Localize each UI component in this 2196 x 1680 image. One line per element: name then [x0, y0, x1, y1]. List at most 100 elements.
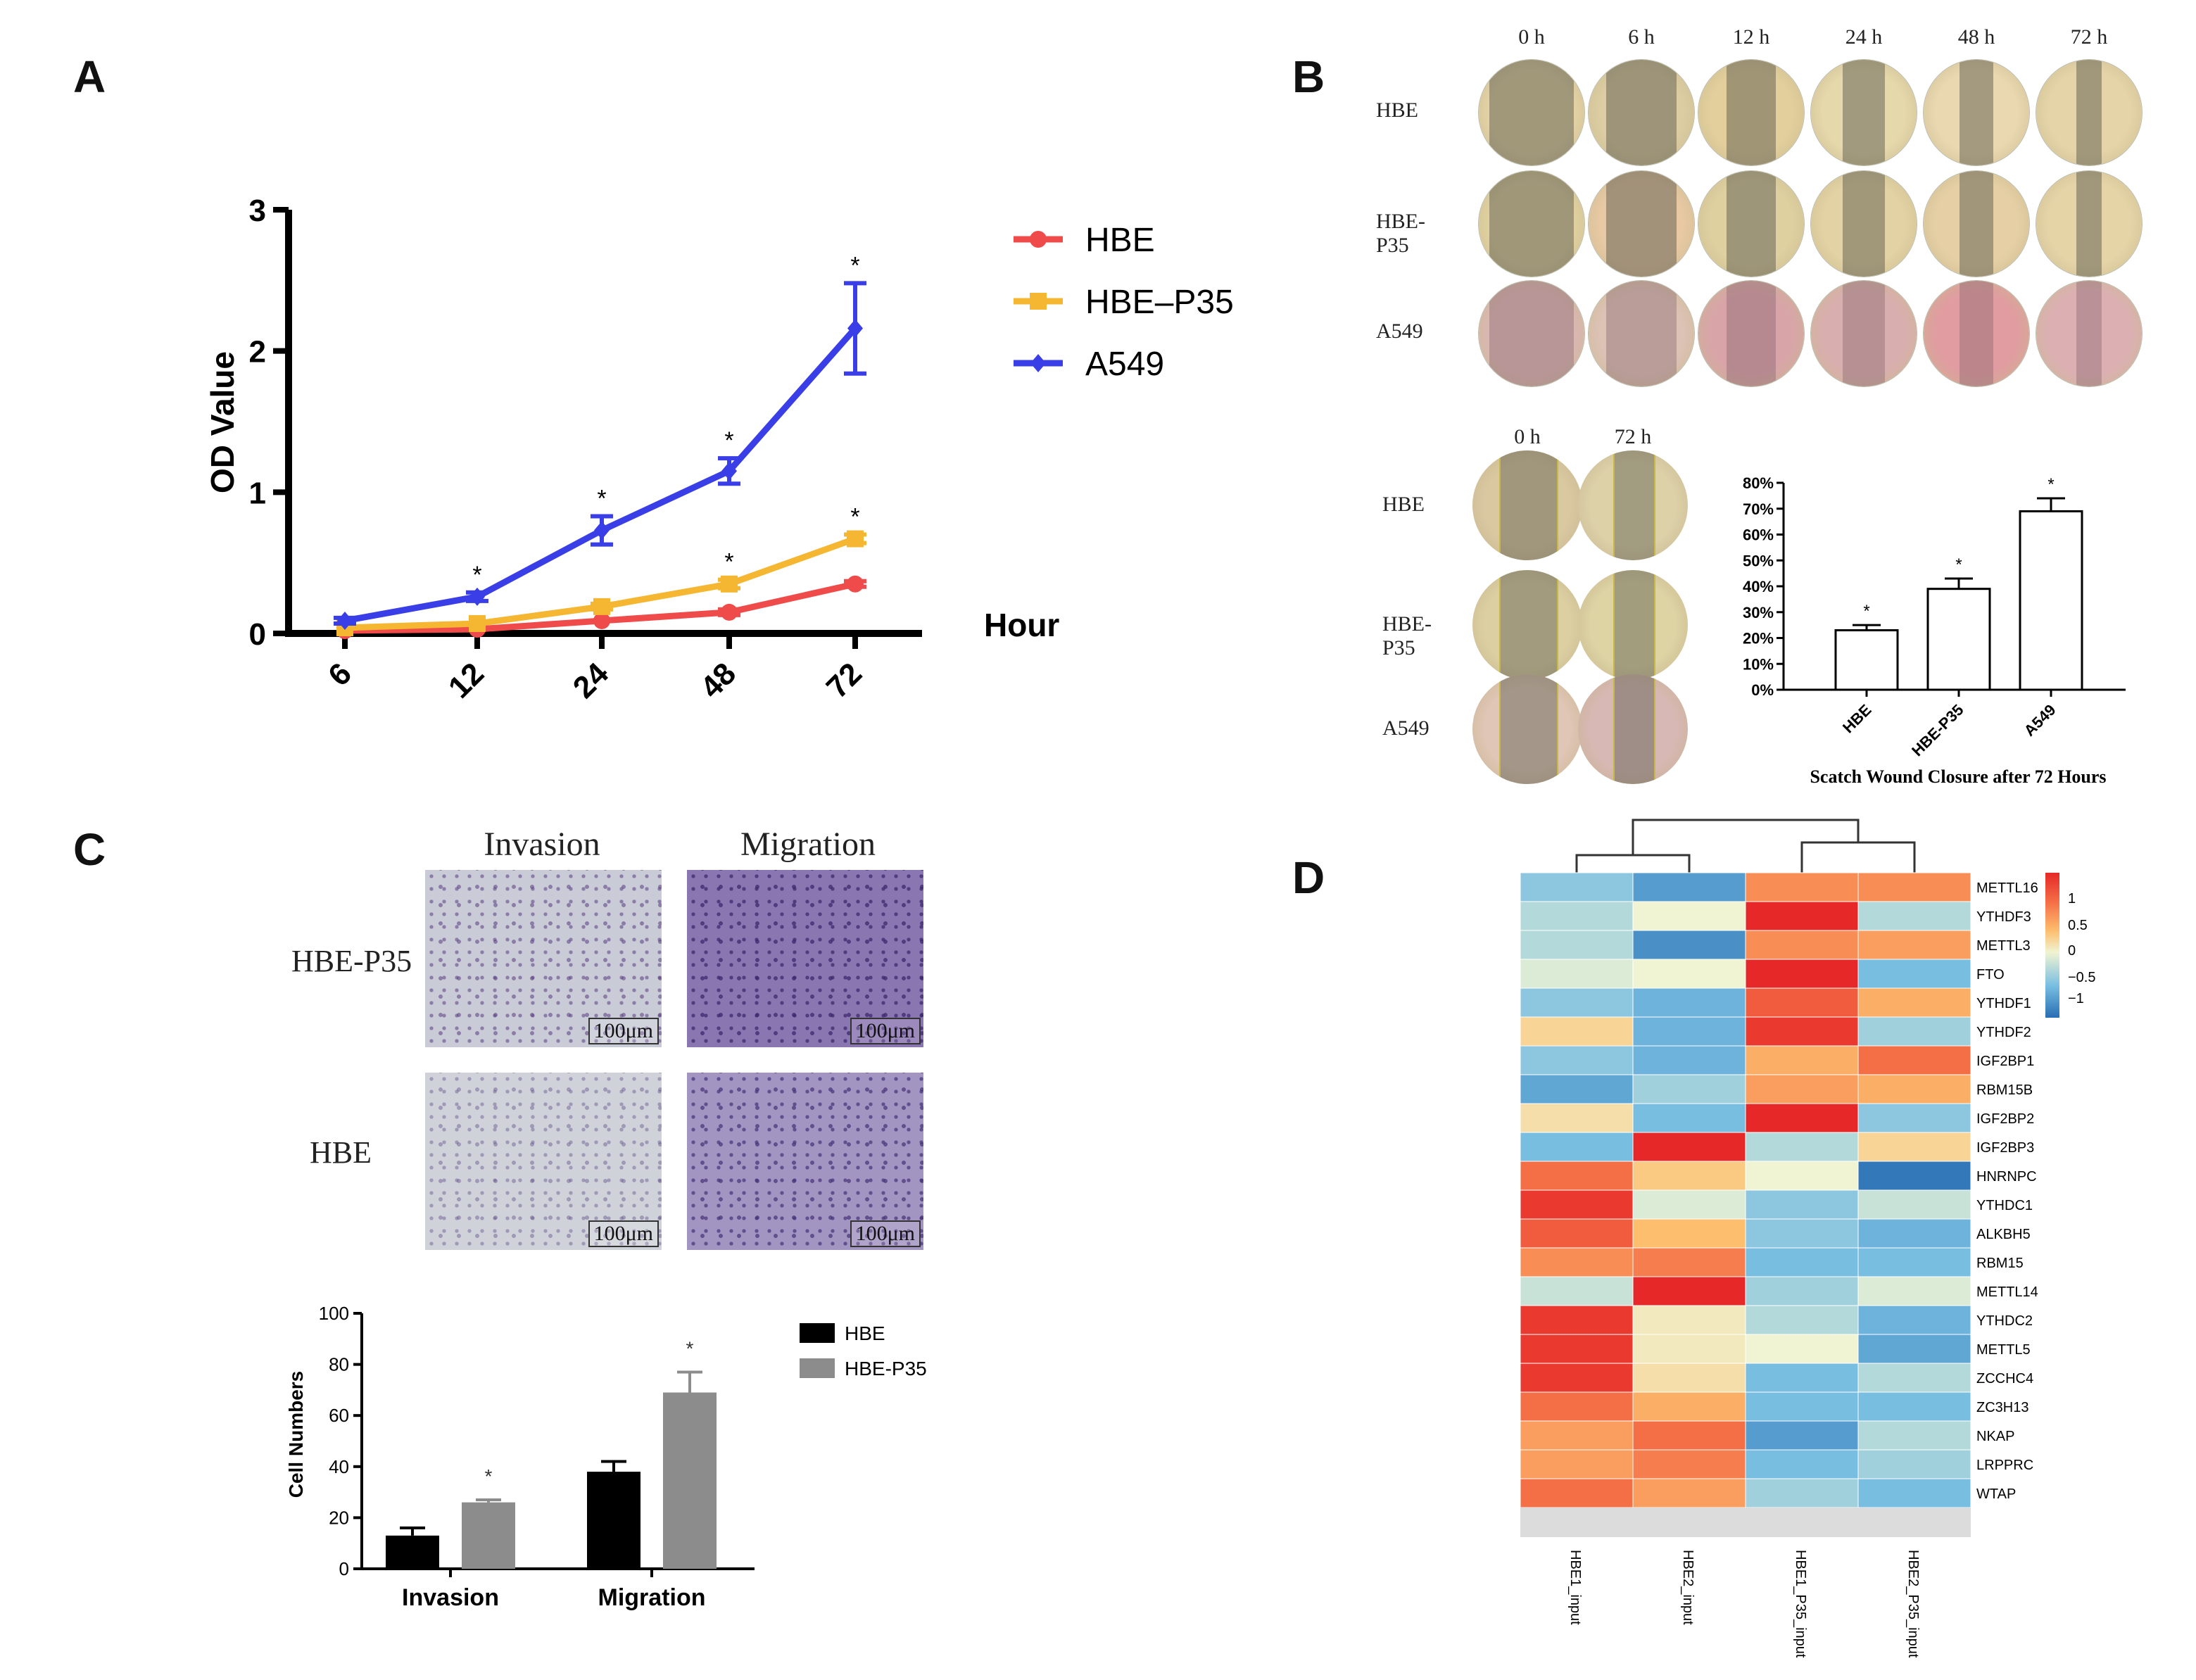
heatmap-cell [1520, 1045, 1634, 1075]
heatmap-cell [1857, 987, 1971, 1018]
significance-star: * [485, 1465, 493, 1487]
time-header: 24 h [1845, 25, 1883, 49]
y-tick-label: 60 [329, 1405, 349, 1426]
wound-image [1698, 60, 1804, 165]
lower-wound-image [1472, 570, 1582, 680]
heatmap-cell [1520, 1247, 1634, 1277]
heatmap-cell [1632, 901, 1746, 931]
heatmap-cell [1520, 1391, 1634, 1422]
heatmap-cell [1857, 959, 1971, 989]
heatmap-cell [1632, 1478, 1746, 1508]
transwell-image: 100μm [687, 870, 923, 1047]
wound-image [1811, 60, 1917, 165]
lower-row-label: A549 [1382, 716, 1430, 740]
transwell-image: 100μm [425, 870, 662, 1047]
legend-marker [1030, 231, 1047, 248]
dendrogram [1575, 819, 1916, 873]
data-point [721, 575, 738, 593]
heatmap-cell [1857, 1132, 1971, 1162]
heatmap-cell [1857, 1391, 1971, 1422]
heatmap-cell [1857, 1161, 1971, 1191]
data-point [593, 598, 610, 615]
wound-gap [1727, 60, 1776, 165]
data-point [847, 319, 863, 338]
wound-gap [1489, 281, 1574, 386]
heatmap-cell [1520, 987, 1634, 1018]
row-label-hbe-p35: HBE-P35 [291, 944, 412, 978]
wound-gap [1606, 171, 1677, 277]
heatmap-cell [1632, 1334, 1746, 1364]
wound-image [1479, 171, 1584, 277]
panel-label-a: A [73, 51, 106, 102]
cell-numbers-bar-chart: 0 20 40 60 80 100 Invasion * Migration * Cell Nu… [285, 1303, 927, 1611]
wound-gap [1727, 171, 1776, 277]
heatmap-row-label: METTL3 [1976, 938, 2031, 954]
scale-bar-label: 100μm [850, 1220, 921, 1247]
heatmap-cell [1632, 872, 1746, 902]
invasion-header: Invasion [484, 826, 600, 863]
time-header: 0 h [1518, 25, 1545, 49]
heatmap-cell [1632, 1363, 1746, 1393]
heatmap-cell [1857, 1305, 1971, 1335]
color-scale-label: 0 [2068, 943, 2076, 959]
wound-gap [1960, 281, 1993, 386]
heatmap-row-label: YTHDF2 [1976, 1025, 2031, 1040]
heatmap-cell [1632, 1247, 1746, 1277]
wound-image [2036, 60, 2142, 165]
wound-gap [1960, 171, 1993, 277]
heatmap-cell [1745, 987, 1859, 1018]
heatmap-cell [1632, 1420, 1746, 1451]
heatmap-cell [1520, 1132, 1634, 1162]
time-header: 6 h [1628, 25, 1655, 49]
data-point [337, 611, 353, 630]
heatmap-cell [1857, 901, 1971, 931]
row-label: A549 [1376, 320, 1423, 343]
heatmap-cell [1857, 1218, 1971, 1249]
data-point [847, 530, 864, 548]
wound-image [1924, 171, 2029, 277]
heatmap-row-label: METTL14 [1976, 1284, 2038, 1300]
bar [386, 1535, 439, 1569]
legend-swatch [800, 1358, 835, 1378]
legend-marker [1030, 354, 1046, 372]
y-tick-label: 0 [339, 1558, 349, 1579]
heatmap-row-label: ALKBH5 [1976, 1227, 2031, 1242]
wound-image [1589, 60, 1694, 165]
heatmap-cell [1632, 987, 1746, 1018]
heatmap-cell [1745, 1218, 1859, 1249]
row-label: HBE [1376, 99, 1418, 122]
heatmap-cell [1745, 1420, 1859, 1451]
y-tick-label: 40 [329, 1456, 349, 1477]
time-header: 12 h [1732, 25, 1770, 49]
wound-image [1811, 281, 1917, 386]
heatmap-cell [1745, 1189, 1859, 1220]
significance-star: * [472, 562, 481, 588]
dendrogram-root [1632, 819, 1860, 855]
heatmap-cell [1745, 901, 1859, 931]
heatmap-cell [1520, 1305, 1634, 1335]
heatmap-row-label: ZC3H13 [1976, 1400, 2028, 1415]
legend-label: HBE–P35 [1085, 284, 1234, 321]
heatmap-row-label: ZCCHC4 [1976, 1371, 2033, 1387]
heatmap-cell [1520, 1161, 1634, 1191]
wound-gap [2076, 171, 2102, 277]
heatmap-cell [1520, 1449, 1634, 1479]
heatmap-cell [1857, 930, 1971, 960]
migration-header: Migration [740, 826, 876, 863]
dendrogram-branch-left [1575, 854, 1691, 873]
legend-swatch [800, 1323, 835, 1343]
heatmap-cell [1632, 1016, 1746, 1047]
wound-image [1924, 60, 2029, 165]
heatmap-cell [1520, 1103, 1634, 1133]
heatmap-cell [1857, 1189, 1971, 1220]
heatmap-cell [1520, 1218, 1634, 1249]
heatmap-cell [1520, 1016, 1634, 1047]
scale-bar-label: 100μm [588, 1018, 659, 1044]
heatmap-cell [1632, 1391, 1746, 1422]
significance-star: * [724, 549, 733, 576]
panel-label-d: D [1292, 852, 1325, 903]
heatmap-cell [1745, 1161, 1859, 1191]
wound-gap [1489, 171, 1574, 277]
y-axis-title: OD Value [204, 351, 241, 493]
heatmap-row-label: NKAP [1976, 1429, 2014, 1444]
